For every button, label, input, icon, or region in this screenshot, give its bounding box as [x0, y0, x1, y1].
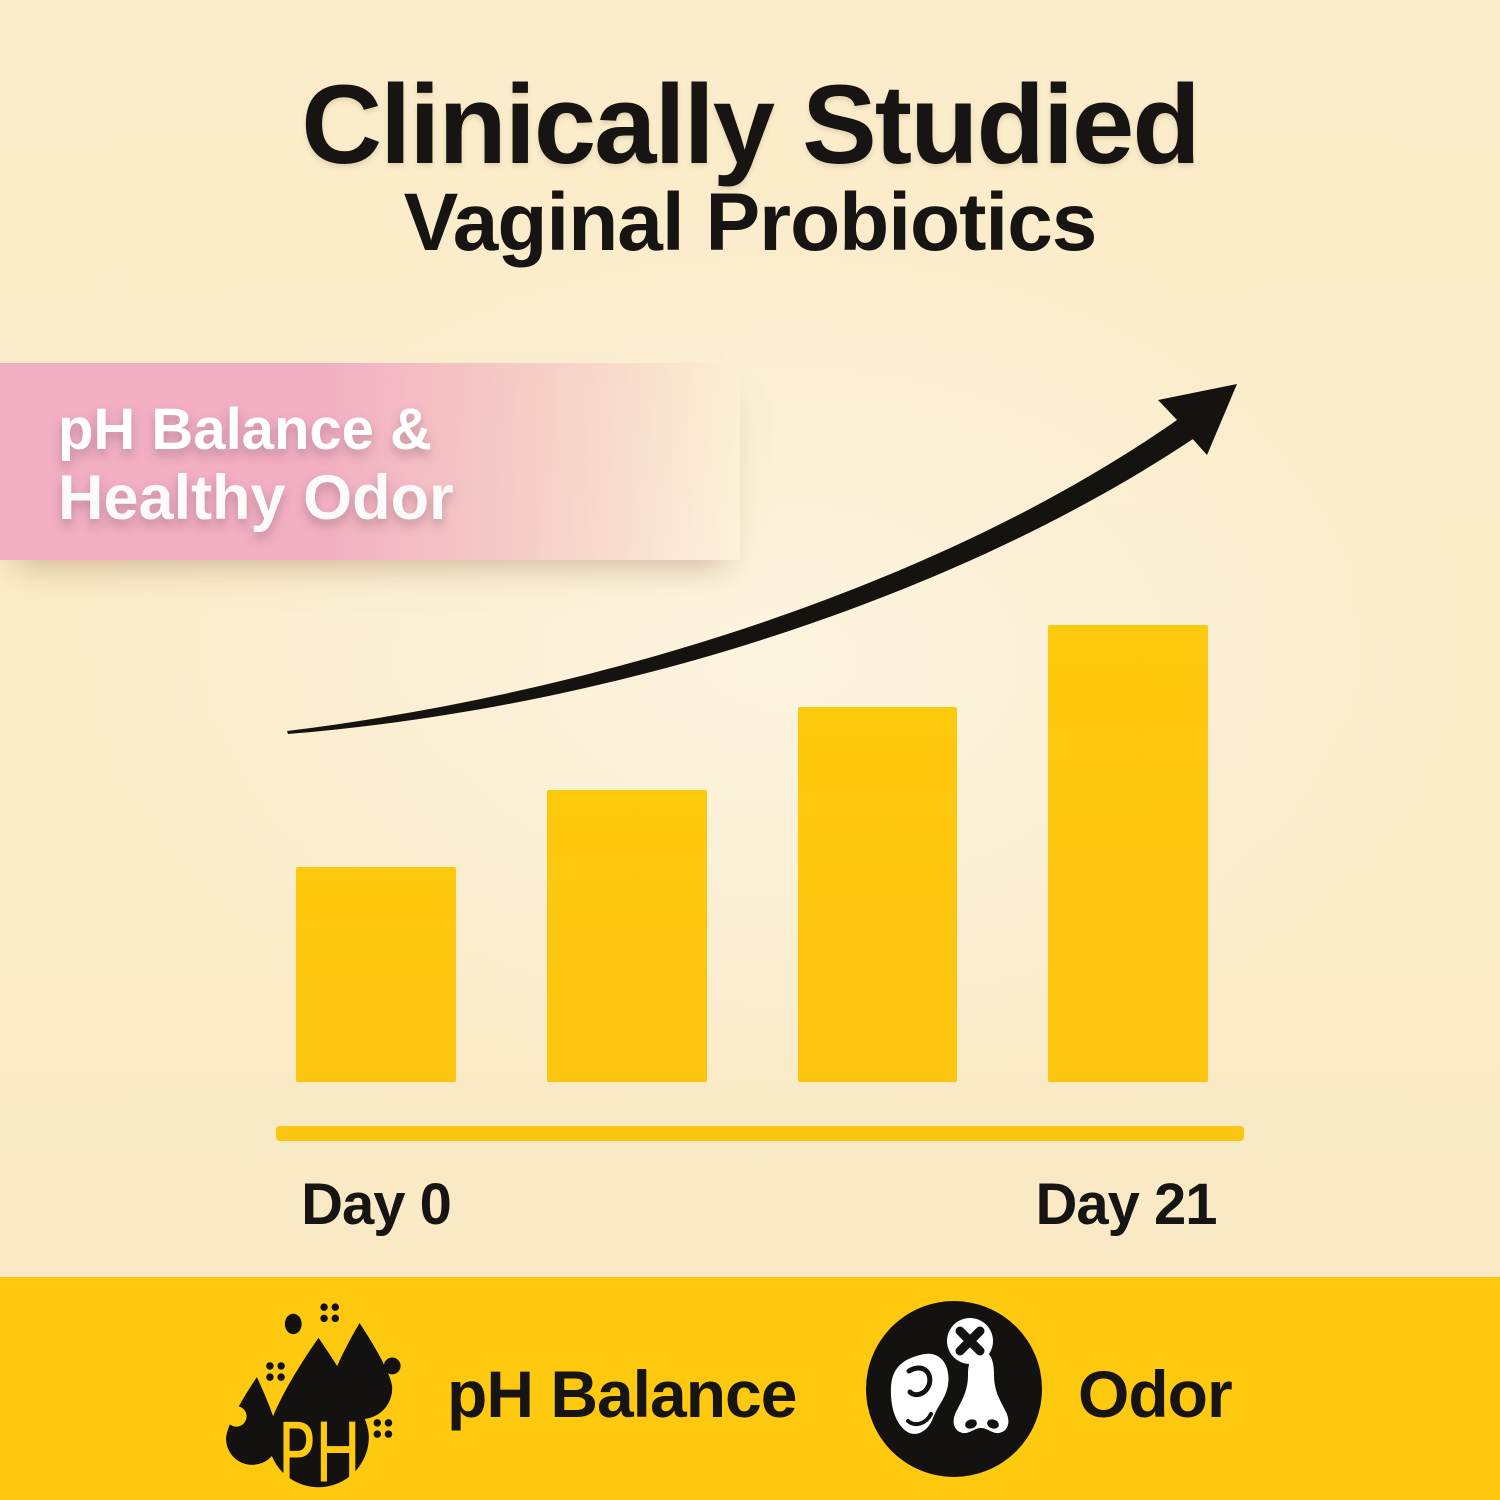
page-subtitle: Vaginal Probiotics: [403, 177, 1098, 268]
chart-baseline: [276, 1126, 1244, 1141]
ribbon-line-2: Healthy Odor: [58, 463, 454, 533]
chart-bar: [296, 867, 456, 1082]
odor-ear-nose-icon: [866, 1301, 1042, 1477]
chart-bar: [546, 790, 707, 1082]
chart-bar: [797, 707, 958, 1082]
ribbon-line-1: pH Balance &: [58, 397, 432, 462]
footer-bar: PH pH Balance: [0, 1277, 1500, 1500]
axis-label-day0: Day 0: [301, 1172, 452, 1237]
benefit-ribbon: pH Balance & Healthy Odor: [0, 363, 740, 560]
footer-label-ph-balance: pH Balance: [447, 1357, 797, 1431]
svg-text:PH: PH: [277, 1407, 361, 1491]
ph-droplets-icon: PH: [226, 1303, 401, 1491]
footer-label-odor: Odor: [1078, 1357, 1233, 1431]
page-title: Clinically Studied: [301, 62, 1201, 187]
axis-label-day21: Day 21: [1035, 1172, 1217, 1237]
chart-bar: [1048, 625, 1208, 1082]
bar-chart: [296, 622, 1208, 1082]
